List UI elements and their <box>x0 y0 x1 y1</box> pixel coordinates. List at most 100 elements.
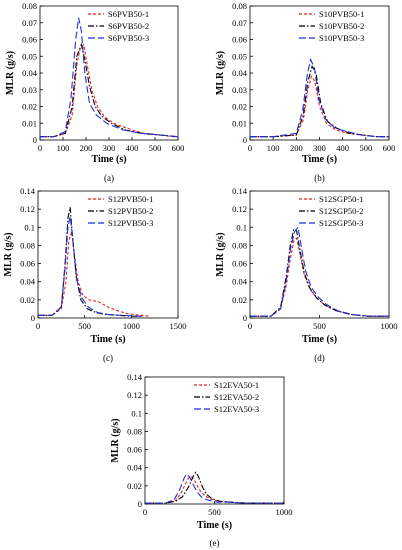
series-line-3 <box>250 57 389 138</box>
chart-panel-3: 0 0.02 0.04 0.06 0.08 0.1 0.12 0.14 0 500 1000 1500… <box>3 186 187 363</box>
chart-panel-1: 0 0.01 0.02 0.03 0.04 0.05 0.06 0.07 0.08 0 100 200… <box>5 1 184 183</box>
y-tick-label: 0.04 <box>232 277 248 287</box>
y-tick-label: 0.05 <box>232 51 247 61</box>
y-axis-label: MLR (g/s) <box>110 418 121 462</box>
y-tick-label: 0.07 <box>232 18 247 28</box>
y-tick-label: 0.04 <box>232 68 248 78</box>
y-tick-label: 0.14 <box>20 186 36 196</box>
y-tick-label: 0.02 <box>232 295 247 305</box>
x-tick-label: 500 <box>78 321 91 331</box>
legend-label: S6PVB50-3 <box>108 33 149 43</box>
series-line-1 <box>40 43 178 138</box>
y-tick-label: 0.12 <box>232 204 247 214</box>
legend-label: S12PVB50-3 <box>108 218 153 228</box>
legend-label: S12EVA50-3 <box>214 404 259 414</box>
series-line-3 <box>40 17 179 138</box>
x-tick-label: 300 <box>103 143 116 153</box>
series-line-3 <box>145 473 284 504</box>
series-line-3 <box>38 216 146 317</box>
chart-panel-2: 0 0.01 0.02 0.03 0.04 0.05 0.06 0.07 0.08 0 100 200… <box>215 1 395 183</box>
series-line-3 <box>250 225 389 317</box>
legend-label: S12PVB50-2 <box>108 206 153 216</box>
y-tick-label: 0.1 <box>236 222 247 232</box>
y-tick-label: 0.07 <box>22 18 37 28</box>
x-axis-label: Time (s) <box>91 154 126 165</box>
legend-label: S10PVB50-2 <box>319 21 364 31</box>
y-tick-label: 0 <box>33 135 37 145</box>
series-line-1 <box>38 231 151 317</box>
y-tick-label: 0.02 <box>232 102 247 112</box>
y-tick-label: 0 <box>243 313 247 323</box>
x-tick-label: 0 <box>248 321 252 331</box>
x-tick-label: 1500 <box>170 321 187 331</box>
x-axis-label: Time (s) <box>302 334 337 345</box>
series-line-2 <box>250 228 389 317</box>
y-tick-label: 0.02 <box>22 102 37 112</box>
y-axis-label: MLR (g/s) <box>5 51 16 95</box>
y-tick-label: 0.06 <box>232 35 247 45</box>
chart-panel-4: 0 0.02 0.04 0.06 0.08 0.1 0.12 0.14 0 500 1000 Time… <box>215 186 398 363</box>
x-tick-label: 300 <box>313 143 326 153</box>
y-tick-label: 0.03 <box>22 85 37 95</box>
series-line-1 <box>250 237 389 317</box>
y-tick-label: 0.08 <box>22 1 37 11</box>
panel-label: (d) <box>314 353 325 363</box>
y-tick-label: 0.12 <box>20 204 35 214</box>
y-tick-label: 0.1 <box>131 408 142 418</box>
chart-panel-5: 0 0.02 0.04 0.06 0.08 0.1 0.12 0.14 0 500 1000 Time… <box>110 372 293 548</box>
x-tick-label: 200 <box>290 143 303 153</box>
y-tick-label: 0.01 <box>22 118 37 128</box>
x-tick-label: 0 <box>38 143 42 153</box>
y-tick-label: 0.06 <box>127 445 142 455</box>
legend-label: S6PVB50-2 <box>108 21 149 31</box>
series-line-2 <box>40 42 179 138</box>
x-tick-label: 500 <box>313 321 326 331</box>
y-axis-label: MLR (g/s) <box>215 232 226 276</box>
legend-label: S12SGP50-2 <box>319 206 363 216</box>
y-tick-label: 0.06 <box>232 259 247 269</box>
y-tick-label: 0.14 <box>127 372 143 382</box>
x-axis-label: Time (s) <box>90 334 125 345</box>
x-tick-label: 100 <box>57 143 70 153</box>
y-tick-label: 0.04 <box>20 277 36 287</box>
x-axis-label: Time (s) <box>302 154 337 165</box>
y-tick-label: 0.04 <box>22 68 38 78</box>
y-axis-label: MLR (g/s) <box>215 51 226 95</box>
y-tick-label: 0.12 <box>127 390 142 400</box>
y-tick-label: 0 <box>138 499 142 509</box>
x-axis-label: Time (s) <box>197 520 232 531</box>
y-tick-label: 0.02 <box>127 481 142 491</box>
panel-label: (a) <box>104 173 114 183</box>
x-tick-label: 0 <box>143 507 147 517</box>
y-tick-label: 0.02 <box>20 295 35 305</box>
y-tick-label: 0.04 <box>127 463 143 473</box>
series-line-2 <box>145 471 284 504</box>
legend-label: S6PVB50-1 <box>108 9 149 19</box>
y-tick-label: 0.01 <box>232 118 247 128</box>
panel-label: (e) <box>210 538 220 548</box>
x-tick-label: 1000 <box>123 321 140 331</box>
plot-frame <box>37 190 179 319</box>
x-tick-label: 1000 <box>276 507 293 517</box>
y-tick-label: 0.06 <box>20 259 35 269</box>
y-tick-label: 0.08 <box>127 426 142 436</box>
x-tick-label: 600 <box>383 143 396 153</box>
legend-label: S10PVB50-1 <box>319 9 364 19</box>
y-tick-label: 0 <box>243 135 247 145</box>
x-tick-label: 200 <box>80 143 93 153</box>
y-tick-label: 0.1 <box>24 222 35 232</box>
y-tick-label: 0.14 <box>232 186 248 196</box>
y-axis-label: MLR (g/s) <box>3 232 14 276</box>
y-tick-label: 0.05 <box>22 51 37 61</box>
y-tick-label: 0.08 <box>232 240 247 250</box>
legend-label: S10PVB50-3 <box>319 33 364 43</box>
x-tick-label: 0 <box>248 143 252 153</box>
x-tick-label: 600 <box>172 143 185 153</box>
x-tick-label: 500 <box>359 143 372 153</box>
legend-label: S12SGP50-3 <box>319 218 363 228</box>
series-line-1 <box>250 74 389 138</box>
x-tick-label: 0 <box>36 321 40 331</box>
legend-label: S12SGP50-1 <box>319 194 363 204</box>
series-line-2 <box>38 207 141 317</box>
